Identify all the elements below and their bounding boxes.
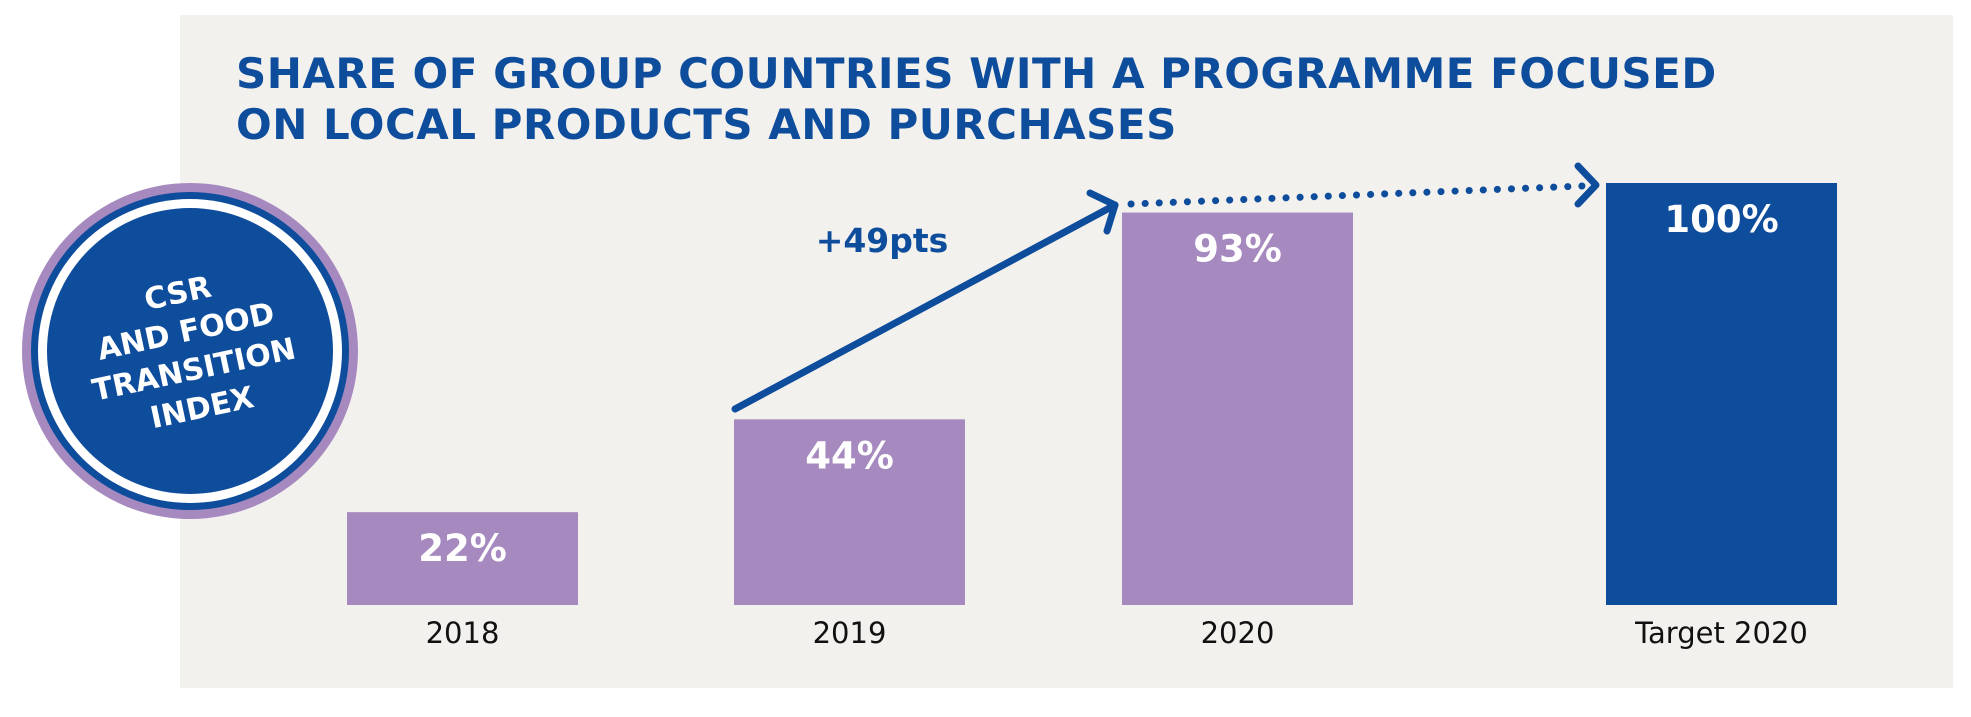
- chart-title-line-2: ON LOCAL PRODUCTS AND PURCHASES: [236, 100, 1177, 149]
- target-arrow-head: [1574, 162, 1600, 208]
- bar-2020: [1122, 212, 1353, 606]
- bar-value-label: 93%: [1193, 228, 1282, 271]
- badge-inner-circle: [47, 208, 333, 494]
- trend-arrow-head: [1086, 189, 1119, 235]
- bar-2018: [347, 512, 578, 605]
- target-arrow: [1127, 162, 1600, 208]
- bars: 22% 2018 44% 2019 93% 2020 100% Target 2020: [347, 183, 1837, 650]
- target-arrow-dotted-line: [1127, 182, 1586, 208]
- bar-value-label: 100%: [1664, 198, 1778, 241]
- trend-arrow-line: [731, 201, 1119, 413]
- change-annotation: +49pts: [816, 221, 949, 260]
- trend-arrow: [731, 189, 1119, 413]
- x-tick-label: 2020: [1201, 616, 1275, 650]
- badge-text: CSR AND FOOD TRANSITION INDEX: [20, 181, 359, 520]
- x-tick-label: 2018: [426, 616, 500, 650]
- x-tick-label: Target 2020: [1634, 616, 1808, 650]
- bar-value-label: 22%: [418, 527, 507, 570]
- chart-title: SHARE OF GROUP COUNTRIES WITH A PROGRAMM…: [236, 48, 1836, 150]
- bar-target-2020: [1606, 183, 1837, 605]
- chart-title-line-1: SHARE OF GROUP COUNTRIES WITH A PROGRAMM…: [236, 49, 1717, 98]
- x-tick-label: 2019: [813, 616, 887, 650]
- bar-2019: [734, 419, 965, 605]
- bar-value-label: 44%: [805, 434, 894, 477]
